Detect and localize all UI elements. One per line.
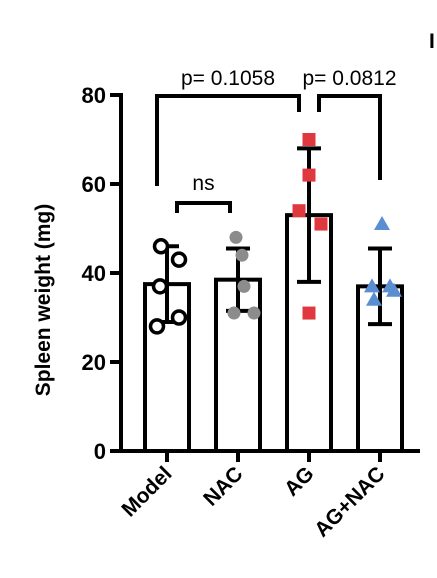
y-tick-label: 60 <box>82 172 106 197</box>
comparison-label: p= 0.0812 <box>302 67 396 90</box>
data-point <box>170 309 188 326</box>
category-label: AG <box>280 462 319 501</box>
data-point <box>302 168 316 182</box>
y-axis-title: Spleen weight (mg) <box>32 204 55 397</box>
data-point <box>235 248 249 262</box>
data-point <box>148 318 166 335</box>
comparison-bracket <box>175 201 232 213</box>
data-point <box>302 306 316 320</box>
data-point <box>152 238 170 255</box>
data-point <box>170 251 188 268</box>
comparison-label: p= 0.1058 <box>181 67 275 90</box>
y-tick-label: 20 <box>82 350 106 375</box>
category-label: NAC <box>199 462 247 510</box>
data-point <box>302 133 316 146</box>
comparison-bracket <box>317 94 382 180</box>
data-point <box>247 306 261 320</box>
data-point <box>314 217 328 231</box>
category-label: Model <box>117 462 176 521</box>
data-point <box>364 278 380 293</box>
data-point <box>374 216 390 231</box>
comparison-bracket <box>155 94 301 186</box>
panel-letter: I <box>429 30 435 53</box>
y-tick-label: 0 <box>94 439 106 464</box>
data-point <box>237 279 251 293</box>
data-point <box>292 204 306 218</box>
data-point <box>151 278 169 295</box>
data-point <box>227 306 241 320</box>
bar <box>356 284 404 453</box>
y-tick-label: 80 <box>82 83 106 108</box>
y-tick-label: 40 <box>82 261 106 286</box>
comparison-label: ns <box>192 172 214 195</box>
data-point <box>366 291 382 306</box>
category-label: AG+NAC <box>310 462 389 541</box>
data-point <box>229 230 243 244</box>
data-point <box>386 282 402 297</box>
